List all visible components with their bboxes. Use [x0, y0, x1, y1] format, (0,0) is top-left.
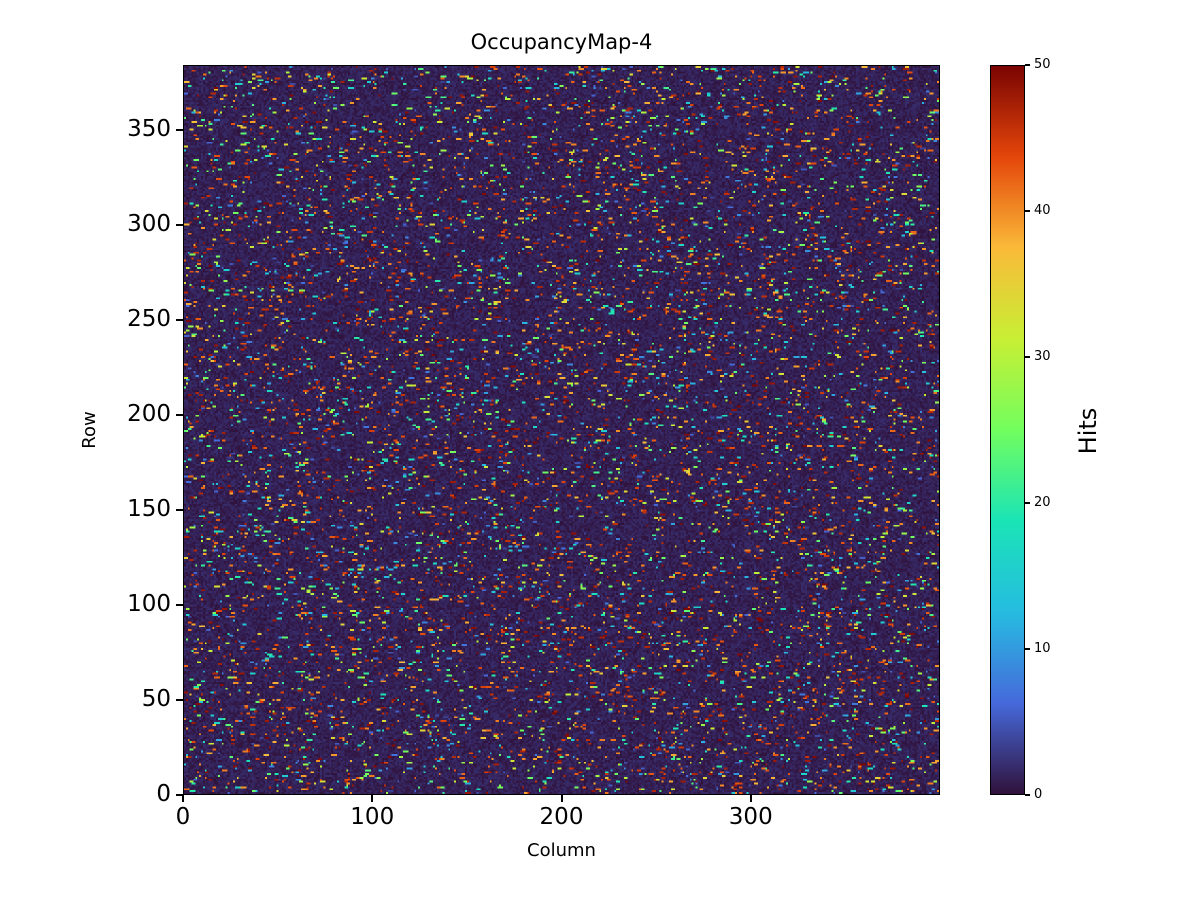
- colorbar-tick-mark: [1025, 502, 1030, 504]
- colorbar-tick-label: 40: [1034, 203, 1051, 218]
- heatmap-plot: [183, 65, 940, 795]
- x-tick-label: 200: [539, 804, 584, 830]
- y-axis-label: Row: [79, 411, 100, 449]
- colorbar-tick-label: 50: [1034, 57, 1051, 72]
- x-axis-label: Column: [527, 840, 596, 861]
- y-tick-mark: [176, 413, 183, 416]
- y-tick-label: 300: [127, 210, 171, 237]
- y-tick-label: 200: [127, 400, 171, 427]
- x-tick-mark: [749, 795, 752, 802]
- colorbar-tick-mark: [1025, 64, 1030, 66]
- x-tick-mark: [371, 795, 374, 802]
- y-tick-label: 250: [127, 305, 171, 332]
- y-tick-mark: [176, 794, 183, 796]
- colorbar-tick-label: 0: [1034, 787, 1043, 802]
- colorbar-label: Hits: [1074, 407, 1102, 455]
- colorbar-tick-label: 20: [1034, 495, 1051, 510]
- colorbar-tick-label: 10: [1034, 641, 1051, 656]
- y-tick-label: 50: [141, 685, 171, 712]
- colorbar-tick-label: 30: [1034, 349, 1051, 364]
- x-tick-mark: [560, 795, 563, 802]
- colorbar-tick-mark: [1025, 648, 1030, 650]
- x-tick-label: 300: [728, 804, 773, 830]
- x-tick-label: 100: [350, 804, 395, 830]
- y-tick-mark: [176, 223, 183, 226]
- y-tick-mark: [176, 318, 183, 321]
- y-tick-mark: [176, 698, 183, 701]
- colorbar-tick-mark: [1025, 210, 1030, 212]
- y-tick-mark: [176, 128, 183, 131]
- y-tick-label: 0: [156, 781, 171, 807]
- y-tick-mark: [176, 603, 183, 606]
- chart-title: OccupancyMap-4: [470, 30, 653, 54]
- colorbar-tick-mark: [1025, 356, 1030, 358]
- x-tick-mark: [182, 795, 184, 802]
- y-tick-label: 150: [127, 495, 171, 522]
- y-tick-mark: [176, 508, 183, 511]
- colorbar: [990, 65, 1025, 795]
- heatmap-canvas: [184, 66, 939, 794]
- y-tick-label: 350: [127, 115, 171, 142]
- colorbar-tick-mark: [1025, 794, 1030, 796]
- y-tick-label: 100: [127, 590, 171, 617]
- x-tick-label: 0: [175, 804, 191, 830]
